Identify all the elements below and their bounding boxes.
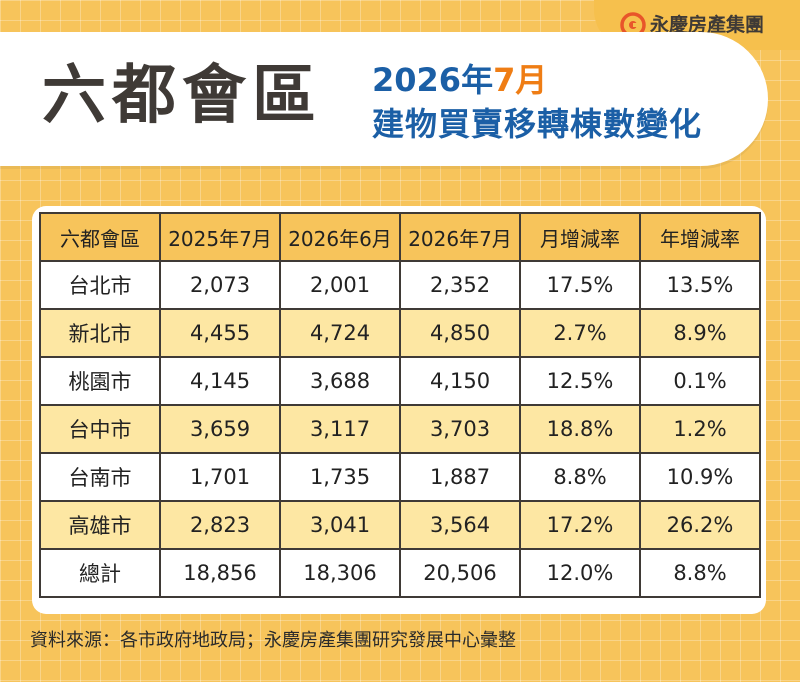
- header-cell-mom-change: 月增減率: [519, 212, 641, 262]
- mom-cell: 17.2%: [519, 500, 641, 550]
- header-cell-2025-jul: 2025年7月: [159, 212, 281, 262]
- value-cell: 1,887: [399, 452, 521, 502]
- value-cell: 2,001: [279, 260, 401, 310]
- table-row: 台南市 1,701 1,735 1,887 8.8% 10.9%: [39, 452, 761, 502]
- region-cell: 高雄市: [39, 500, 161, 550]
- header-cell-2026-jun: 2026年6月: [279, 212, 401, 262]
- yoy-cell: 0.1%: [639, 356, 761, 406]
- value-cell: 3,703: [399, 404, 521, 454]
- value-cell: 4,724: [279, 308, 401, 358]
- value-cell: 18,306: [279, 548, 401, 598]
- mom-cell: 12.0%: [519, 548, 641, 598]
- header-cell-region: 六都會區: [39, 212, 161, 262]
- value-cell: 3,564: [399, 500, 521, 550]
- value-cell: 3,041: [279, 500, 401, 550]
- table-row: 新北市 4,455 4,724 4,850 2.7% 8.9%: [39, 308, 761, 358]
- value-cell: 18,856: [159, 548, 281, 598]
- region-cell: 台南市: [39, 452, 161, 502]
- table-card: 六都會區 2025年7月 2026年6月 2026年7月 月增減率 年增減率 台…: [32, 206, 766, 614]
- value-cell: 4,145: [159, 356, 281, 406]
- mom-cell: 18.8%: [519, 404, 641, 454]
- yoy-cell: 1.2%: [639, 404, 761, 454]
- subtitle-year: 2026年: [372, 61, 494, 99]
- value-cell: 3,688: [279, 356, 401, 406]
- region-cell: 台北市: [39, 260, 161, 310]
- mom-cell: 2.7%: [519, 308, 641, 358]
- table-row: 高雄市 2,823 3,041 3,564 17.2% 26.2%: [39, 500, 761, 550]
- brand-name: 永慶房產集團: [650, 14, 765, 36]
- subtitle-date: 2026年7月: [372, 60, 547, 100]
- value-cell: 2,823: [159, 500, 281, 550]
- region-cell: 總計: [39, 548, 161, 598]
- value-cell: 4,150: [399, 356, 521, 406]
- transfer-data-table: 六都會區 2025年7月 2026年6月 2026年7月 月增減率 年增減率 台…: [39, 212, 761, 598]
- value-cell: 4,455: [159, 308, 281, 358]
- value-cell: 2,352: [399, 260, 521, 310]
- mom-cell: 8.8%: [519, 452, 641, 502]
- yoy-cell: 8.8%: [639, 548, 761, 598]
- subtitle-month: 7月: [493, 61, 548, 99]
- subtitle-description: 建物買賣移轉棟數變化: [372, 105, 703, 143]
- header-cell-2026-jul: 2026年7月: [399, 212, 521, 262]
- source-note: 資料來源：各市政府地政局；永慶房產集團研究發展中心彙整: [30, 630, 516, 651]
- region-cell: 桃園市: [39, 356, 161, 406]
- header-banner: [0, 32, 768, 166]
- value-cell: 4,850: [399, 308, 521, 358]
- table-header-row: 六都會區 2025年7月 2026年6月 2026年7月 月增減率 年增減率: [39, 212, 761, 262]
- table-row: 台中市 3,659 3,117 3,703 18.8% 1.2%: [39, 404, 761, 454]
- yoy-cell: 13.5%: [639, 260, 761, 310]
- yoy-cell: 10.9%: [639, 452, 761, 502]
- value-cell: 1,735: [279, 452, 401, 502]
- yoy-cell: 26.2%: [639, 500, 761, 550]
- region-cell: 台中市: [39, 404, 161, 454]
- yoy-cell: 8.9%: [639, 308, 761, 358]
- value-cell: 20,506: [399, 548, 521, 598]
- value-cell: 1,701: [159, 452, 281, 502]
- header-cell-yoy-change: 年增減率: [639, 212, 761, 262]
- mom-cell: 17.5%: [519, 260, 641, 310]
- page-title: 六都會區: [42, 59, 322, 133]
- value-cell: 2,073: [159, 260, 281, 310]
- table-row: 台北市 2,073 2,001 2,352 17.5% 13.5%: [39, 260, 761, 310]
- table-total-row: 總計 18,856 18,306 20,506 12.0% 8.8%: [39, 548, 761, 598]
- mom-cell: 12.5%: [519, 356, 641, 406]
- table-row: 桃園市 4,145 3,688 4,150 12.5% 0.1%: [39, 356, 761, 406]
- value-cell: 3,117: [279, 404, 401, 454]
- region-cell: 新北市: [39, 308, 161, 358]
- value-cell: 3,659: [159, 404, 281, 454]
